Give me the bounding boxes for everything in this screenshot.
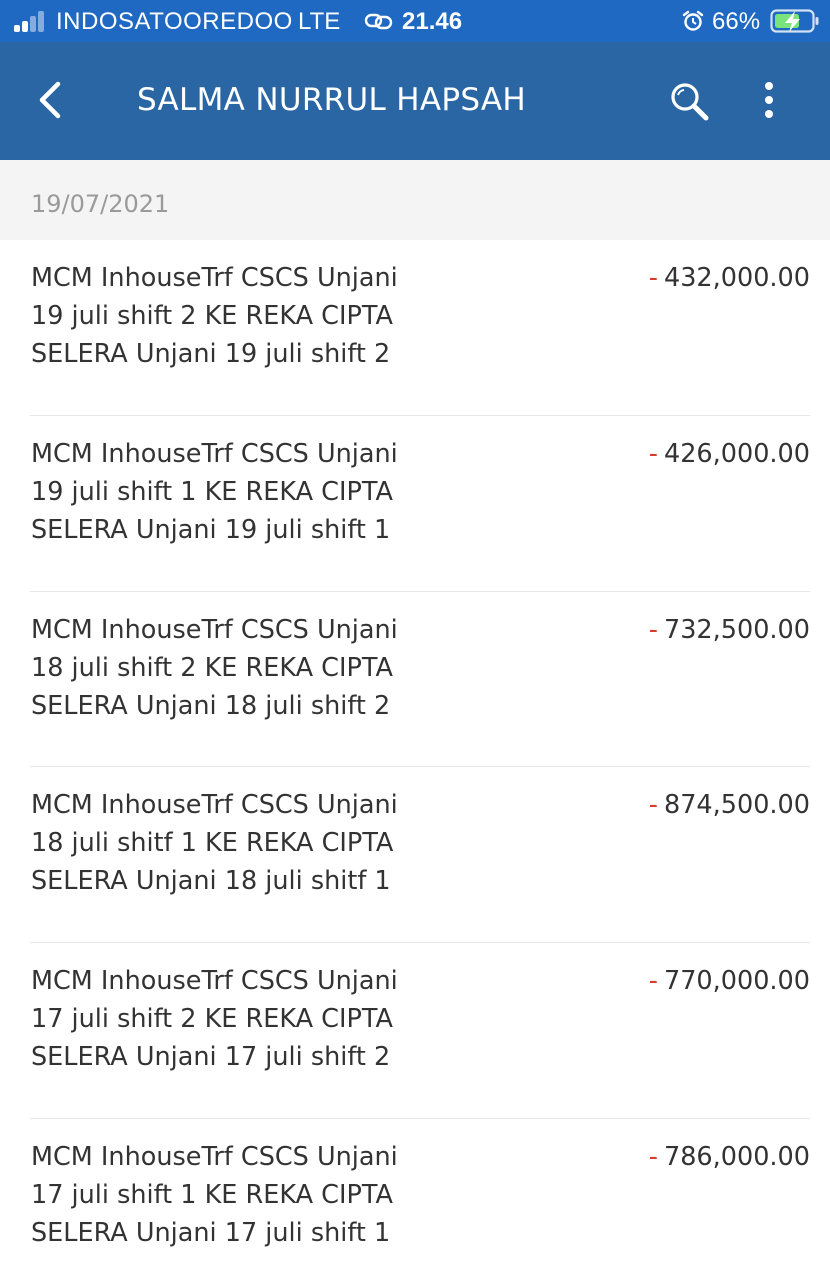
amount-value: 770,000.00 bbox=[663, 966, 810, 997]
date-group-header: 19/07/2021 bbox=[0, 160, 830, 240]
carrier-name: INDOSATOOREDOO bbox=[56, 8, 293, 35]
network-type: LTE bbox=[298, 8, 341, 35]
transaction-date: 19/07/2021 bbox=[31, 190, 170, 218]
transaction-description: MCM InhouseTrf CSCS Unjani 17 juli shift… bbox=[31, 966, 398, 1073]
amount-value: 732,500.00 bbox=[663, 614, 810, 645]
transaction-description: MCM InhouseTrf CSCS Unjani 17 juli shift… bbox=[31, 1141, 398, 1248]
app-bar: SALMA NURRUL HAPSAH bbox=[0, 42, 830, 160]
transaction-amount: -874,500.00 bbox=[649, 786, 810, 824]
debit-sign: - bbox=[648, 966, 658, 997]
transaction-row[interactable]: MCM InhouseTrf CSCS Unjani 18 juli shift… bbox=[30, 592, 810, 768]
transaction-row[interactable]: MCM InhouseTrf CSCS Unjani 18 juli shitf… bbox=[30, 767, 810, 944]
transaction-amount: -786,000.00 bbox=[649, 1138, 810, 1176]
debit-sign: - bbox=[648, 614, 658, 645]
transaction-amount: -732,500.00 bbox=[649, 611, 810, 649]
status-bar: INDOSATOOREDOO LTE 21.46 66% bbox=[0, 0, 830, 42]
search-icon[interactable] bbox=[668, 80, 710, 122]
transaction-description: MCM InhouseTrf CSCS Unjani 19 juli shift… bbox=[31, 263, 398, 369]
debit-sign: - bbox=[648, 1141, 658, 1172]
amount-value: 432,000.00 bbox=[663, 263, 810, 293]
transaction-amount: -426,000.00 bbox=[649, 435, 810, 473]
transaction-description: MCM InhouseTrf CSCS Unjani 18 juli shitf… bbox=[31, 790, 398, 897]
more-options-icon[interactable] bbox=[752, 80, 786, 122]
transaction-amount: -432,000.00 bbox=[649, 259, 810, 297]
amount-value: 874,500.00 bbox=[663, 790, 810, 821]
back-icon[interactable] bbox=[30, 80, 70, 120]
battery-percentage: 66% bbox=[712, 8, 761, 35]
battery-charging-icon bbox=[770, 9, 819, 33]
transaction-list: MCM InhouseTrf CSCS Unjani 19 juli shift… bbox=[0, 240, 830, 1280]
transaction-amount: -770,000.00 bbox=[649, 962, 810, 1000]
transaction-row[interactable]: MCM InhouseTrf CSCS Unjani 19 juli shift… bbox=[30, 416, 810, 592]
debit-sign: - bbox=[648, 263, 658, 293]
transaction-row[interactable]: MCM InhouseTrf CSCS Unjani 17 juli shift… bbox=[30, 1119, 810, 1280]
signal-strength-icon bbox=[14, 10, 50, 32]
transaction-row[interactable]: MCM InhouseTrf CSCS Unjani 19 juli shift… bbox=[30, 240, 810, 416]
debit-sign: - bbox=[648, 438, 658, 469]
transaction-description: MCM InhouseTrf CSCS Unjani 18 juli shift… bbox=[31, 614, 398, 721]
transaction-row[interactable]: MCM InhouseTrf CSCS Unjani 17 juli shift… bbox=[30, 943, 810, 1119]
amount-value: 786,000.00 bbox=[663, 1141, 810, 1172]
amount-value: 426,000.00 bbox=[663, 438, 810, 469]
alarm-icon bbox=[682, 10, 704, 31]
transaction-description: MCM InhouseTrf CSCS Unjani 19 juli shift… bbox=[31, 438, 398, 545]
page-title: SALMA NURRUL HAPSAH bbox=[137, 82, 526, 118]
debit-sign: - bbox=[648, 790, 658, 821]
link-icon bbox=[364, 13, 393, 30]
clock-time: 21.46 bbox=[402, 8, 463, 35]
